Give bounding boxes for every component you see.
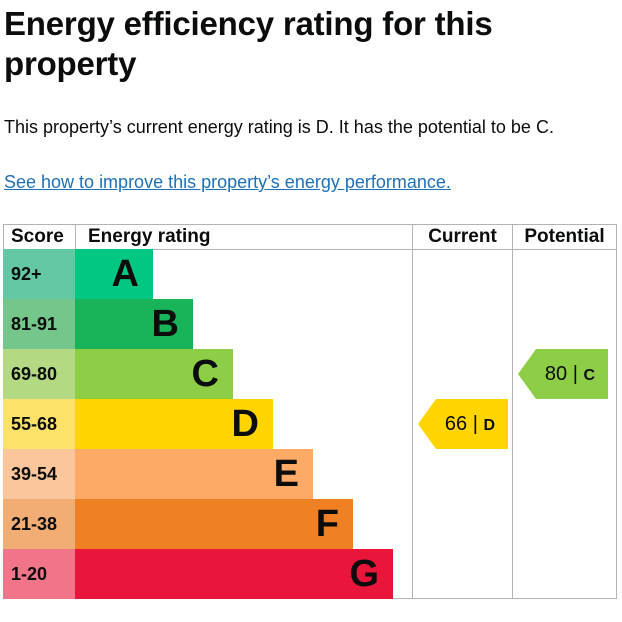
potential-rating-separator: | [572, 363, 578, 385]
band-bar-f: F [75, 499, 353, 549]
rating-summary: This property’s current energy rating is… [4, 117, 554, 137]
current-column-divider [412, 224, 413, 599]
band-score-f: 21-38 [3, 499, 75, 549]
current-rating-value: 66 [444, 413, 468, 435]
current-rating-arrow: 66 | D [418, 399, 508, 449]
band-bar-d: D [75, 399, 273, 449]
potential-column-header: Potential [524, 226, 605, 247]
page-heading: Energy efficiency rating for this proper… [4, 5, 493, 82]
band-score-a: 92+ [3, 249, 75, 299]
energy-rating-chart: Score Energy rating Current Potential 92… [3, 224, 617, 599]
current-rating-separator: | [472, 413, 478, 435]
band-letter-f: F [315, 503, 339, 545]
band-bar-g: G [75, 549, 393, 599]
band-letter-e: E [273, 453, 299, 495]
band-letter-c: C [191, 353, 219, 395]
band-score-g: 1-20 [3, 549, 75, 599]
improve-performance-link[interactable]: See how to improve this property’s energ… [4, 172, 451, 192]
band-letter-b: B [151, 303, 179, 345]
chart-right-border [616, 224, 617, 599]
potential-column-divider [512, 224, 513, 599]
potential-rating-value: 80 [544, 363, 568, 385]
potential-rating-letter: C [583, 367, 596, 384]
score-column-header: Score [11, 226, 64, 247]
current-rating-letter: D [483, 417, 496, 434]
current-column-header: Current [428, 226, 497, 247]
score-column-divider [75, 224, 76, 249]
band-bar-a: A [75, 249, 153, 299]
band-letter-d: D [231, 403, 259, 445]
band-letter-a: A [111, 253, 139, 295]
band-bar-e: E [75, 449, 313, 499]
potential-rating-arrow: 80 | C [518, 349, 608, 399]
band-letter-g: G [349, 553, 379, 595]
band-bar-b: B [75, 299, 193, 349]
energy-rating-column-header: Energy rating [88, 226, 211, 247]
band-bar-c: C [75, 349, 233, 399]
chart-top-border [3, 224, 617, 225]
band-score-b: 81-91 [3, 299, 75, 349]
header-bottom-border [3, 249, 617, 250]
band-score-e: 39-54 [3, 449, 75, 499]
band-score-c: 69-80 [3, 349, 75, 399]
band-score-d: 55-68 [3, 399, 75, 449]
